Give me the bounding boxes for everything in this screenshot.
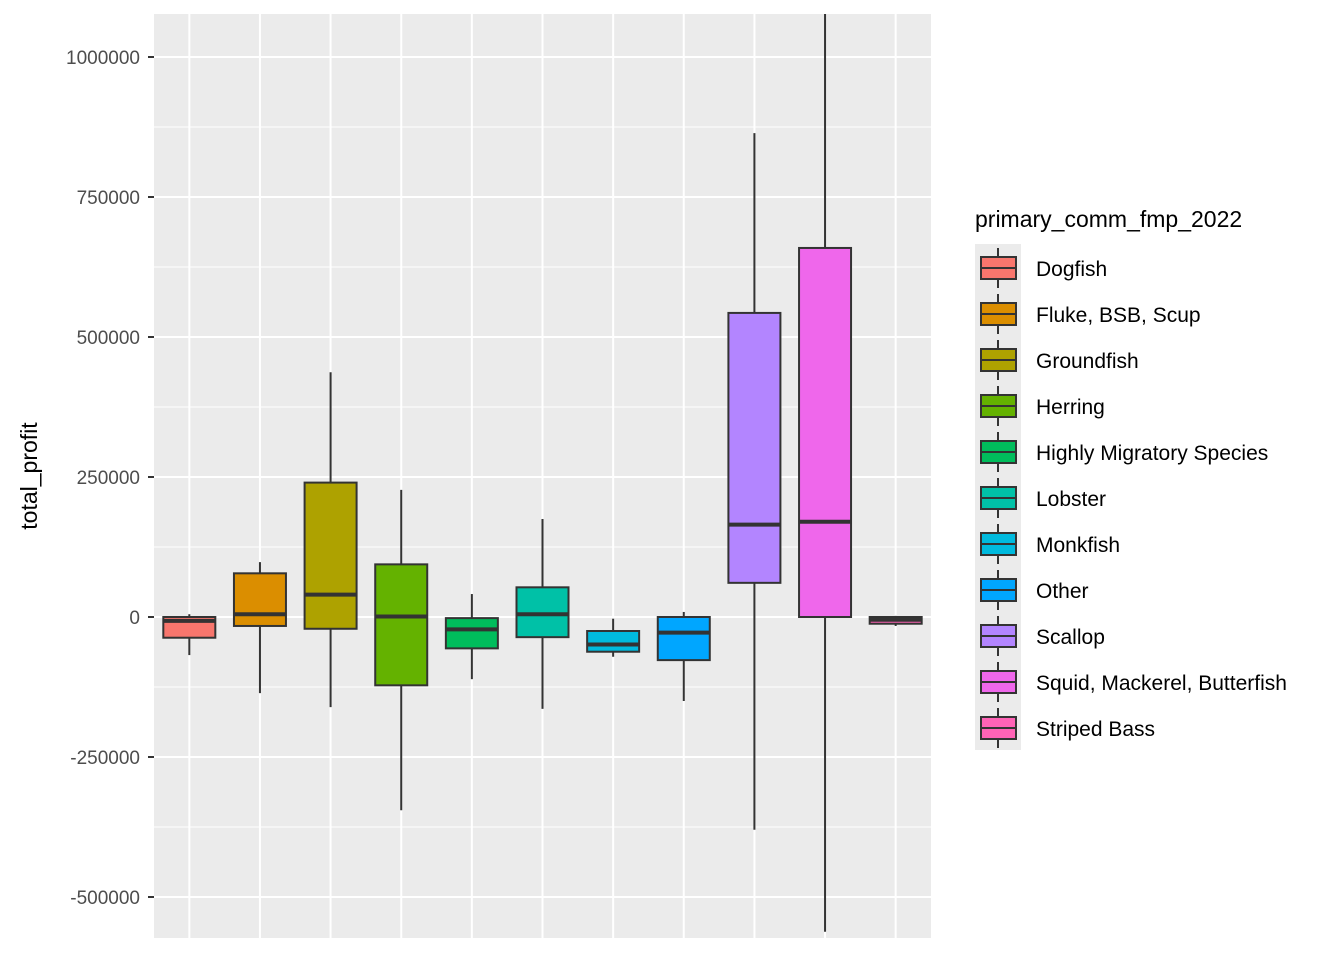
- box-dogfish: [162, 614, 217, 656]
- legend-item: Monkfish: [980, 524, 1120, 564]
- legend-item: Striped Bass: [980, 708, 1155, 748]
- legend-label: Scallop: [1036, 626, 1105, 649]
- box-iqr: [798, 246, 853, 619]
- box-fluke-bsb-scup: [232, 562, 287, 694]
- legend-label: Squid, Mackerel, Butterfish: [1036, 672, 1287, 695]
- legend-item: Dogfish: [980, 248, 1107, 288]
- box-iqr: [656, 616, 711, 662]
- box-iqr: [232, 572, 287, 627]
- box-iqr: [374, 563, 429, 687]
- legend-item: Scallop: [980, 616, 1105, 656]
- y-tick-label: 250000: [77, 468, 140, 489]
- box-highly-migratory-species: [444, 594, 499, 680]
- legend-label: Striped Bass: [1036, 718, 1155, 741]
- legend-label: Lobster: [1036, 488, 1106, 511]
- box-iqr: [303, 481, 358, 630]
- box-squid-mackerel-butterfish: [798, 14, 853, 932]
- y-tick-label: -250000: [70, 748, 140, 769]
- legend-item: Lobster: [980, 478, 1106, 518]
- legend-label: Monkfish: [1036, 534, 1120, 557]
- legend: Dogfish Fluke, BSB, Scup Groundfish Herring…: [975, 244, 1287, 750]
- legend-label: Other: [1036, 580, 1089, 603]
- legend-item: Groundfish: [980, 340, 1139, 380]
- legend-title: primary_comm_fmp_2022: [975, 206, 1242, 232]
- legend-label: Groundfish: [1036, 350, 1139, 373]
- y-tick-label: 0: [129, 608, 140, 629]
- legend-label: Herring: [1036, 396, 1105, 419]
- y-tick-label: 750000: [77, 188, 140, 209]
- box-striped-bass: [868, 615, 923, 626]
- legend-item: Squid, Mackerel, Butterfish: [980, 662, 1287, 702]
- box-herring: [374, 489, 429, 811]
- y-axis-label: total_profit: [16, 422, 42, 530]
- box-monkfish: [586, 618, 641, 657]
- y-axis: -500000 -250000 0 250000 500000 750000 1000000: [66, 48, 154, 909]
- legend-item: Highly Migratory Species: [980, 432, 1268, 472]
- y-tick-label: 1000000: [66, 48, 140, 69]
- legend-label: Dogfish: [1036, 258, 1107, 281]
- box-iqr: [727, 311, 782, 584]
- box-groundfish: [303, 372, 358, 708]
- box-other: [656, 611, 711, 701]
- box-iqr: [444, 617, 499, 650]
- y-tick-label: -500000: [70, 888, 140, 909]
- box-lobster: [515, 519, 570, 709]
- legend-item: Other: [980, 570, 1089, 610]
- legend-label: Highly Migratory Species: [1036, 442, 1268, 465]
- y-tick-label: 500000: [77, 328, 140, 349]
- legend-label: Fluke, BSB, Scup: [1036, 304, 1201, 327]
- box-scallop: [727, 133, 782, 830]
- box-iqr: [586, 630, 641, 653]
- legend-item: Herring: [980, 386, 1105, 426]
- legend-item: Fluke, BSB, Scup: [980, 294, 1201, 334]
- boxes: [162, 14, 923, 932]
